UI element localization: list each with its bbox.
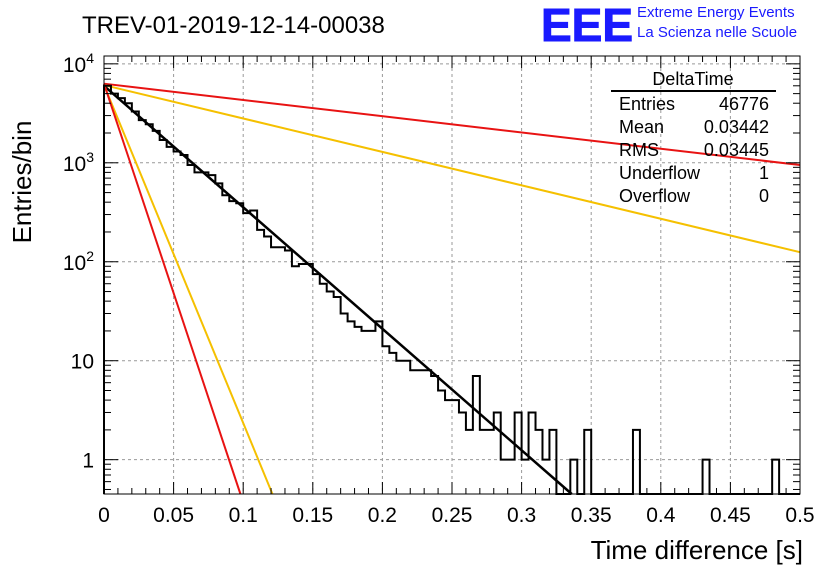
- stats-value-entries: 46776: [719, 94, 769, 114]
- x-axis-label: Time difference [s]: [591, 535, 803, 565]
- stats-value-rms: 0.03445: [704, 140, 769, 160]
- y-tick-label: 1: [82, 450, 94, 473]
- stats-box: DeltaTime Entries 46776 Mean 0.03442 RMS…: [611, 69, 776, 206]
- stats-box-title: DeltaTime: [652, 69, 733, 89]
- stats-value-mean: 0.03442: [704, 117, 769, 137]
- x-tick-label: 0.2: [368, 504, 397, 527]
- logo-line-1: Extreme Energy Events: [637, 4, 795, 21]
- x-tick-label: 0.35: [571, 504, 612, 527]
- y-tick-label: 103: [63, 149, 94, 176]
- logo-line-2: La Scienza nelle Scuole: [637, 24, 797, 41]
- stats-label-underflow: Underflow: [619, 163, 701, 183]
- x-tick-label: 0.45: [710, 504, 751, 527]
- stats-label-mean: Mean: [619, 117, 664, 137]
- stats-value-overflow: 0: [759, 186, 769, 206]
- x-tick-label: 0.25: [432, 504, 473, 527]
- x-tick-label: 0.3: [507, 504, 536, 527]
- grid: [104, 56, 800, 494]
- histogram-outline: [103, 84, 800, 495]
- fit-curve-3: [103, 84, 274, 495]
- stats-label-overflow: Overflow: [619, 186, 691, 206]
- y-tick-label: 10: [71, 351, 94, 374]
- fit-curve-2: [103, 84, 801, 254]
- axis-ticks: [103, 56, 801, 494]
- eee-logo: EEE Extreme Energy Events La Scienza nel…: [541, 0, 798, 52]
- x-tick-label: 0: [98, 504, 110, 527]
- x-tick-label: 0.4: [646, 504, 676, 527]
- y-axis-label: Entries/bin: [7, 121, 37, 244]
- x-tick-label: 0.05: [153, 504, 194, 527]
- stats-value-underflow: 1: [759, 163, 769, 183]
- stats-label-rms: RMS: [619, 140, 659, 160]
- fit-curve-4: [103, 83, 242, 495]
- x-tick-label: 0.5: [785, 504, 814, 527]
- x-tick-label: 0.1: [229, 504, 258, 527]
- stats-label-entries: Entries: [619, 94, 675, 114]
- fit-curves: [103, 82, 801, 495]
- eee-logo-mark: EEE: [541, 0, 633, 51]
- fit-curve-1: [103, 82, 801, 166]
- y-tick-label: 104: [63, 50, 94, 77]
- y-tick-label: 102: [63, 248, 94, 275]
- tick-labels: 0 0.05 0.1 0.15 0.2 0.25 0.3 0.35 0.4 0.45 0.51101…: [63, 50, 815, 527]
- x-tick-label: 0.15: [292, 504, 333, 527]
- chart-title: TREV-01-2019-12-14-00038: [82, 12, 385, 39]
